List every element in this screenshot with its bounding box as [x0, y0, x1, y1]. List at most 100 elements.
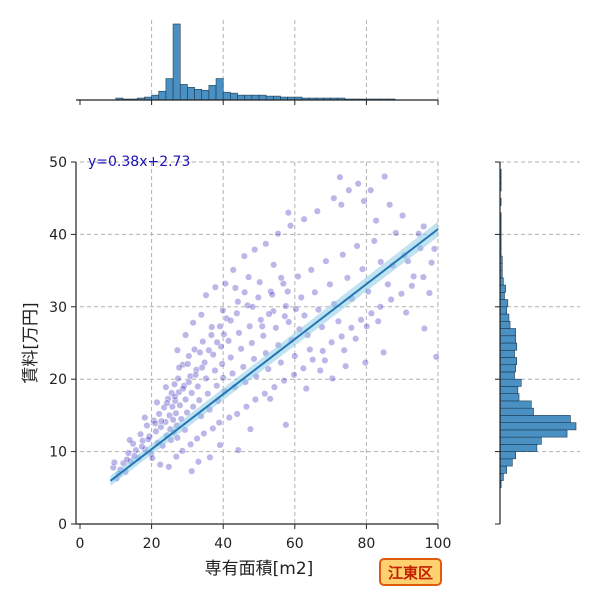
right-histogram-bar: [499, 422, 577, 431]
right-histogram-bar: [499, 342, 518, 351]
scatter-point: [141, 414, 149, 422]
scatter-point: [208, 323, 216, 331]
scatter-point: [188, 389, 196, 397]
scatter-point: [165, 463, 173, 471]
scatter-point: [250, 355, 258, 363]
scatter-point: [300, 311, 309, 320]
y-tick-label: 40: [49, 227, 67, 243]
scatter-point: [343, 274, 351, 282]
scatter-point: [219, 374, 227, 382]
scatter-point: [219, 306, 227, 314]
right-histogram-bar: [499, 458, 513, 467]
scatter-point: [300, 215, 308, 223]
right-histogram-bar: [499, 407, 534, 416]
scatter-point: [309, 356, 317, 364]
scatter-point: [198, 364, 206, 372]
scatter-point: [277, 358, 285, 367]
area-badge-label: 江東区: [388, 564, 433, 582]
scatter-point: [386, 201, 394, 209]
scatter-point: [242, 403, 251, 411]
scatter-point: [195, 396, 203, 404]
right-histogram-bar: [499, 451, 516, 460]
right-histogram-bar: [499, 313, 510, 322]
scatter-point: [157, 417, 165, 425]
scatter-point: [284, 288, 292, 296]
scatter-point: [381, 172, 389, 181]
scatter-point: [387, 296, 395, 304]
scatter-point: [322, 257, 330, 265]
right-histogram-bar: [499, 357, 518, 366]
scatter-point: [399, 212, 407, 220]
scatter-point: [123, 456, 131, 464]
x-tick-label: 40: [214, 536, 232, 552]
scatter-point: [397, 290, 406, 298]
right-histogram-bar: [499, 386, 519, 394]
scatter-point: [258, 322, 266, 330]
top-histogram-bar: [222, 91, 231, 101]
top-histogram-bar: [194, 88, 203, 101]
scatter-point: [291, 352, 299, 360]
scatter-point: [157, 423, 165, 431]
right-histogram-bar: [499, 284, 506, 293]
scatter-point: [352, 335, 360, 343]
scatter-point: [202, 291, 210, 299]
scatter-point: [246, 425, 254, 433]
scatter-point: [245, 273, 253, 281]
scatter-point: [374, 317, 382, 325]
scatter-point: [282, 421, 290, 429]
scatter-point: [270, 261, 278, 269]
scatter-point: [185, 352, 193, 360]
scatter-point: [268, 290, 276, 299]
scatter-point: [402, 309, 410, 317]
scatter-point: [425, 289, 433, 297]
scatter-point: [213, 382, 221, 390]
scatter-point: [187, 440, 195, 448]
top-histogram-bar: [237, 94, 245, 101]
scatter-point: [432, 353, 440, 361]
right-histogram-bar: [499, 415, 571, 423]
scatter-point: [176, 401, 184, 409]
scatter-point: [266, 395, 274, 403]
scatter-point: [319, 347, 327, 355]
scatter-point: [256, 278, 264, 286]
top-histogram-bar: [244, 94, 253, 101]
area-badge: 江東区: [379, 558, 442, 586]
scatter-plot: [109, 172, 440, 482]
scatter-point: [330, 194, 338, 202]
scatter-point: [248, 339, 256, 347]
x-axis-title: 専有面積[m2]: [205, 559, 314, 579]
scatter-point: [430, 245, 438, 253]
right-histogram-bar: [499, 328, 516, 337]
scatter-point: [370, 237, 378, 245]
scatter-point: [336, 173, 344, 181]
scatter-point: [194, 458, 203, 466]
scatter-point: [178, 447, 186, 455]
top-histogram-bar: [151, 94, 160, 101]
scatter-point: [372, 217, 380, 225]
scatter-point: [222, 314, 230, 322]
y-axis-title: 賃料[万円]: [21, 302, 41, 383]
main-plot-grid: [80, 161, 439, 524]
scatter-point: [384, 280, 392, 288]
scatter-point: [209, 351, 217, 359]
scatter-point: [262, 240, 270, 248]
scatter-point: [221, 280, 229, 288]
scatter-point: [211, 283, 219, 291]
scatter-point: [408, 282, 416, 290]
scatter-point: [231, 284, 239, 292]
scatter-point: [160, 403, 168, 411]
scatter-point: [239, 363, 247, 371]
x-tick-label: 80: [357, 536, 375, 552]
scatter-point: [314, 306, 322, 314]
scatter-point: [171, 393, 179, 401]
scatter-point: [151, 419, 159, 427]
scatter-point: [358, 265, 367, 273]
right-histogram-bar: [499, 436, 542, 445]
scatter-point: [145, 432, 154, 440]
scatter-point: [274, 230, 282, 238]
scatter-point: [286, 222, 295, 230]
scatter-point: [199, 338, 207, 346]
scatter-point: [194, 382, 202, 390]
top-histogram-bar: [187, 87, 195, 101]
